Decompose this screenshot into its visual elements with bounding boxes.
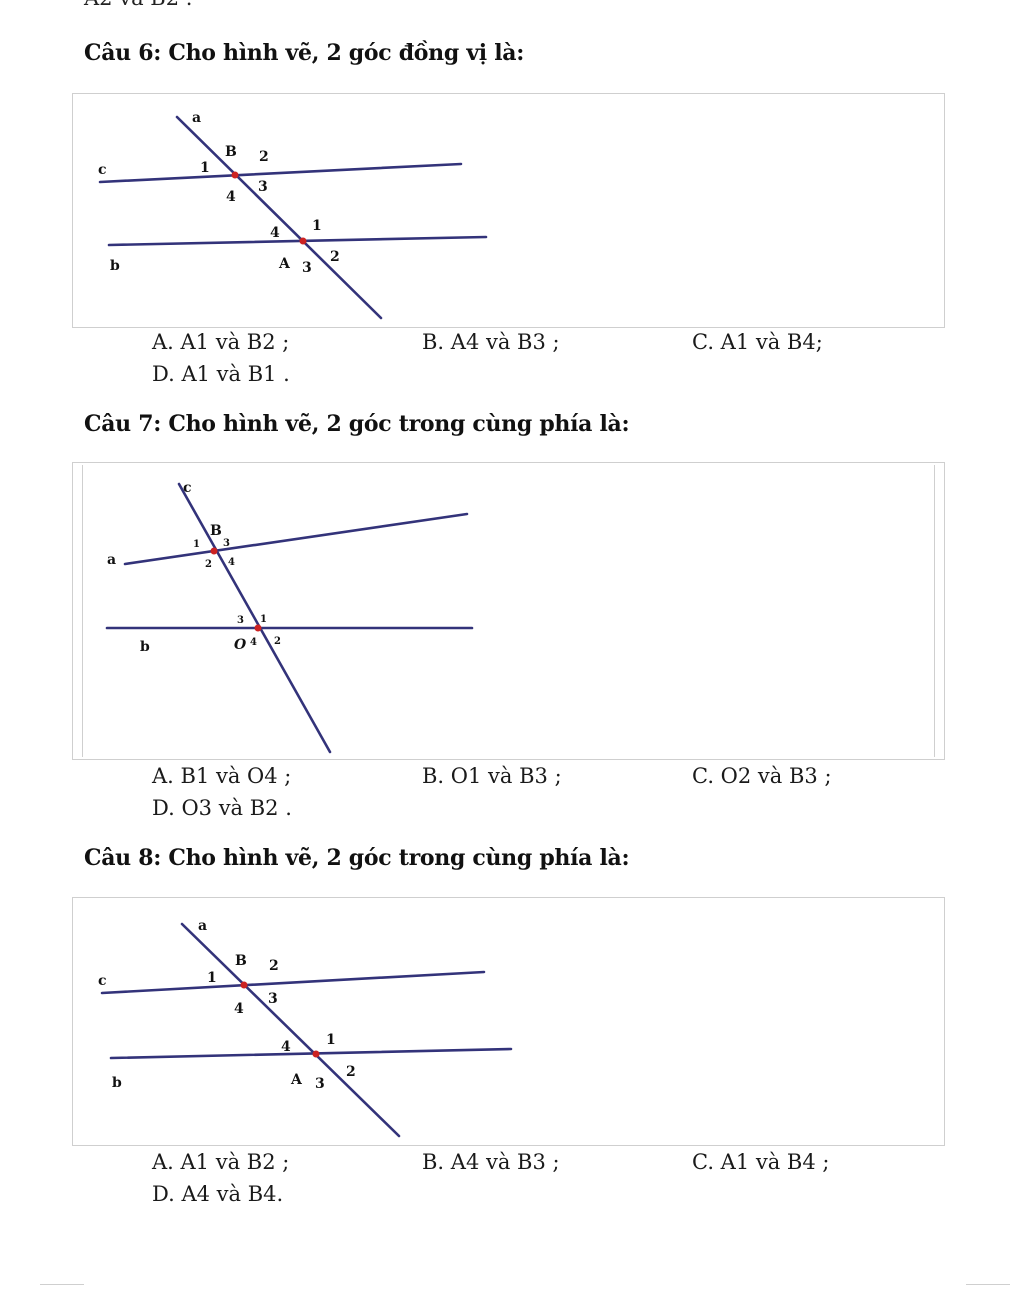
label-B1: 1 [207,970,217,986]
figure-frame-left-rule [82,465,83,757]
label-a: a [198,918,207,934]
label-a: a [192,110,201,126]
label-O3: 3 [237,615,244,626]
line-b [109,1047,513,1060]
label-c: c [98,162,107,178]
label-B3: 3 [223,538,230,549]
label-O4: 4 [250,637,257,648]
label-B3: 3 [268,991,278,1007]
line-c [100,970,486,995]
label-A1: 1 [326,1032,336,1048]
question-6-title: Câu 6: Cho hình vẽ, 2 góc đồng vị là: [84,40,525,66]
label-a: a [107,552,116,568]
point-B [231,171,239,179]
question-8-option-c[interactable]: C. A1 và B4 ; [692,1150,830,1174]
question-8-figure: a c b B 2 1 3 4 4 1 A 3 2 [72,897,945,1146]
label-A: A [290,1072,303,1088]
line-a [175,115,383,320]
label-A1: 1 [312,218,322,234]
point-B [210,547,218,555]
label-A4: 4 [281,1039,291,1055]
label-O2: 2 [274,636,281,647]
label-B4: 4 [234,1001,244,1017]
label-O1: 1 [260,614,267,625]
label-B3: 3 [258,179,268,195]
question-8-title: Câu 8: Cho hình vẽ, 2 góc trong cùng phí… [84,845,630,871]
point-O [254,624,262,632]
point-B [240,981,248,989]
label-B: B [235,953,247,969]
label-b: b [110,258,120,274]
line-a [123,512,469,566]
label-A: A [278,256,291,272]
previous-question-fragment: A2 và B2 . [84,0,192,10]
question-7-figure: c a b B 1 3 2 4 3 1 O 4 2 [72,462,945,760]
figure-frame-right-rule [934,465,935,757]
label-B: B [225,144,237,160]
label-B2: 2 [205,559,212,570]
question-6-option-d[interactable]: D. A1 và B1 . [152,362,290,386]
label-b: b [140,639,150,655]
point-A [299,237,307,245]
label-B: B [210,523,222,539]
line-c [177,482,332,754]
label-c: c [183,480,192,496]
line-b [107,235,488,247]
label-B2: 2 [259,149,269,165]
question-8-diagram: a c b B 2 1 3 4 4 1 A 3 2 [98,918,513,1138]
label-A3: 3 [315,1076,325,1092]
question-7-title: Câu 7: Cho hình vẽ, 2 góc trong cùng phí… [84,411,630,437]
question-6-option-b[interactable]: B. A4 và B3 ; [422,330,560,354]
question-8-option-b[interactable]: B. A4 và B3 ; [422,1150,560,1174]
label-A2: 2 [330,249,340,265]
question-7-option-c[interactable]: C. O2 và B3 ; [692,764,832,788]
point-A [312,1050,320,1058]
question-7-option-b[interactable]: B. O1 và B3 ; [422,764,562,788]
label-O: O [234,637,247,653]
line-a [180,922,401,1138]
question-7-option-a[interactable]: A. B1 và O4 ; [152,764,292,788]
question-8-option-a[interactable]: A. A1 và B2 ; [152,1150,290,1174]
question-6-option-c[interactable]: C. A1 và B4; [692,330,823,354]
question-6-diagram: a c b B 2 1 3 4 4 1 A 3 2 [98,110,488,320]
page-corner-mark-left [40,1284,84,1297]
label-c: c [98,973,107,989]
question-8-option-d[interactable]: D. A4 và B4. [152,1182,284,1206]
label-B4: 4 [228,557,235,568]
label-B1: 1 [200,160,210,176]
label-A3: 3 [302,260,312,276]
label-A4: 4 [270,225,280,241]
label-B1: 1 [193,539,200,550]
question-7-diagram: c a b B 1 3 2 4 3 1 O 4 2 [105,480,474,754]
label-B4: 4 [226,189,236,205]
label-b: b [112,1075,122,1091]
page-corner-mark-right [966,1284,1010,1297]
label-B2: 2 [269,958,279,974]
question-6-option-a[interactable]: A. A1 và B2 ; [152,330,290,354]
question-6-figure: a c b B 2 1 3 4 4 1 A 3 2 [72,93,945,328]
line-c [98,162,463,184]
label-A2: 2 [346,1064,356,1080]
question-7-option-d[interactable]: D. O3 và B2 . [152,796,292,820]
